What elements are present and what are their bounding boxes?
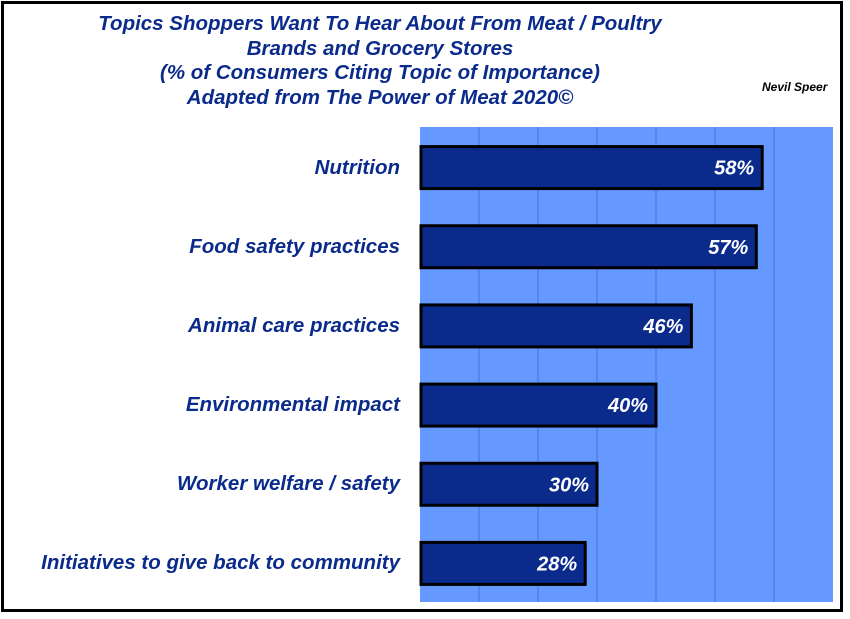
category-label-worker-welfare: Worker welfare / safety — [177, 472, 400, 496]
bar — [419, 224, 758, 270]
bar — [419, 382, 658, 428]
title-line-1: Topics Shoppers Want To Hear About From … — [98, 12, 662, 35]
bar — [419, 303, 693, 349]
data-label: 57% — [708, 237, 748, 259]
plot-area — [420, 127, 833, 602]
bar — [419, 145, 764, 191]
category-label-nutrition: Nutrition — [314, 155, 400, 179]
data-label: 28% — [536, 553, 577, 575]
bar — [419, 540, 587, 586]
author-credit: Nevil Speer — [762, 80, 828, 94]
data-label: 46% — [642, 316, 683, 338]
data-label: 30% — [549, 474, 589, 496]
title-line-3: (% of Consumers Citing Topic of Importan… — [160, 61, 600, 84]
title-line-2: Brands and Grocery Stores — [246, 36, 514, 60]
category-label-animal-care: Animal care practices — [188, 313, 400, 337]
bar — [419, 461, 599, 507]
category-label-food-safety: Food safety practices — [189, 234, 400, 258]
title-line-4: Adapted from The Power of Meat 2020© — [186, 85, 574, 109]
data-label: 58% — [714, 158, 754, 180]
category-label-community: Initiatives to give back to community — [41, 551, 400, 575]
category-label-environmental: Environmental impact — [185, 393, 400, 417]
chart-title: Topics Shoppers Want To Hear About From … — [90, 12, 670, 110]
data-label: 40% — [607, 395, 648, 417]
